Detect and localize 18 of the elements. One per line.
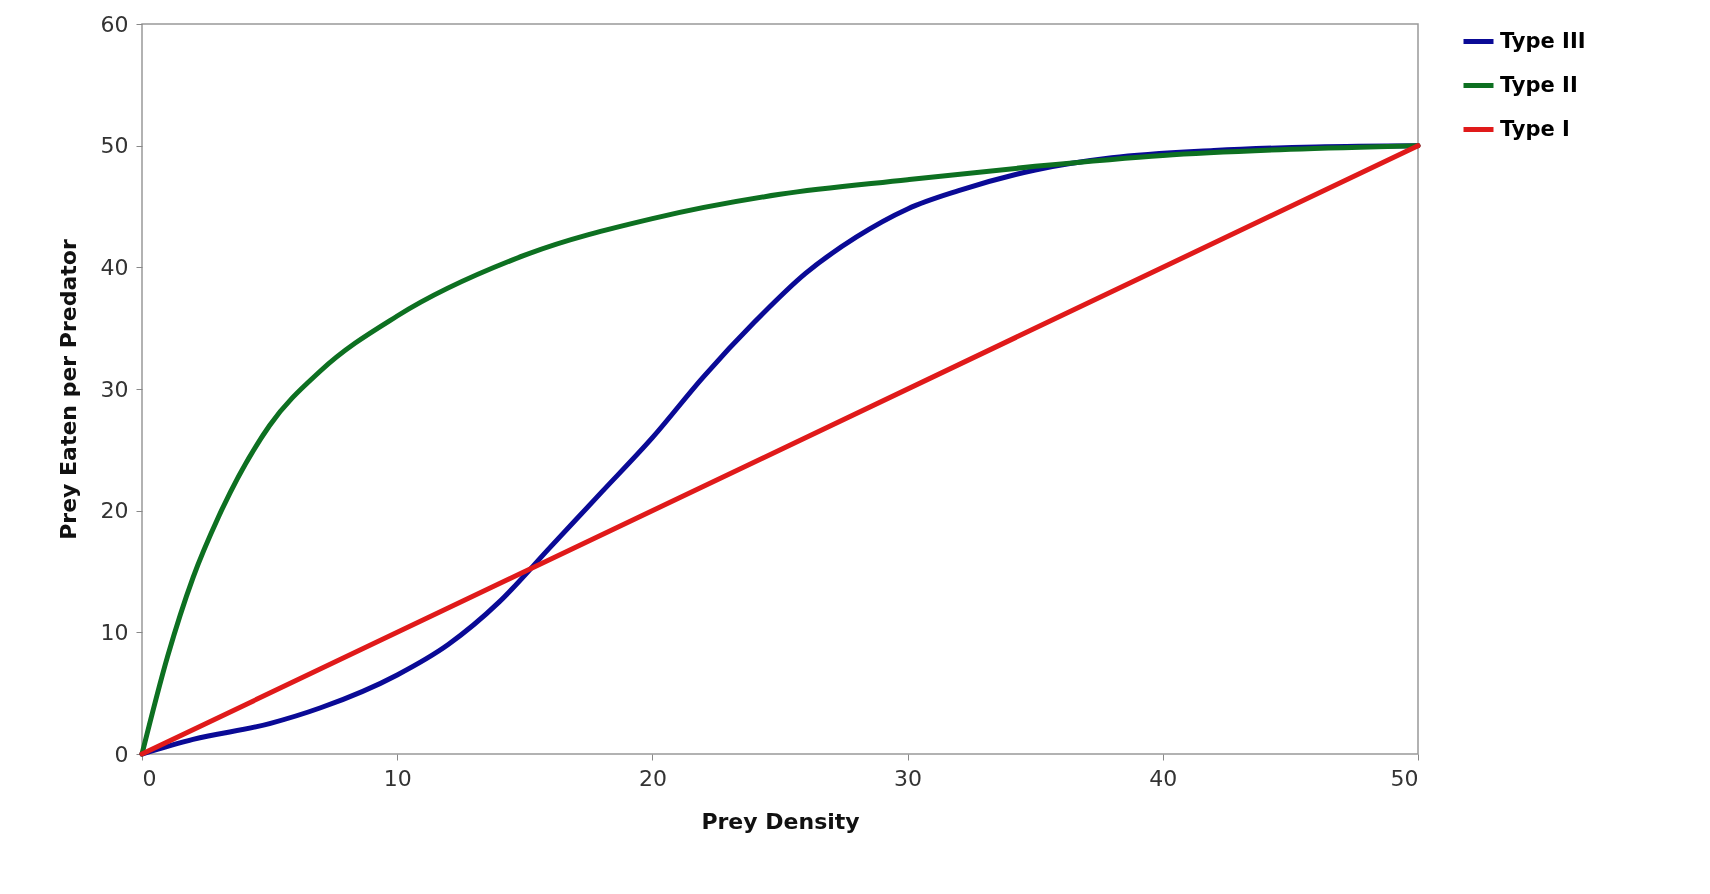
y-tick-label: 30 (100, 376, 129, 402)
legend-label: Type I (1500, 116, 1570, 141)
x-tick-label: 0 (142, 765, 157, 791)
x-tick-label: 50 (1390, 765, 1419, 791)
y-tick-label: 40 (100, 254, 129, 280)
y-tick-label: 0 (114, 741, 129, 767)
y-tick-label: 50 (100, 133, 129, 159)
y-axis-title: Prey Eaten per Predator (55, 239, 81, 540)
x-tick-label: 10 (383, 765, 412, 791)
x-tick-label: 30 (894, 765, 923, 791)
legend-label: Type II (1500, 72, 1578, 97)
x-axis-title: Prey Density (701, 808, 860, 834)
x-tick-label: 40 (1149, 765, 1178, 791)
x-tick-label: 20 (638, 765, 667, 791)
y-tick-label: 60 (100, 11, 129, 37)
legend-label: Type III (1500, 28, 1586, 53)
y-tick-label: 20 (100, 498, 129, 524)
y-tick-label: 10 (100, 619, 129, 645)
